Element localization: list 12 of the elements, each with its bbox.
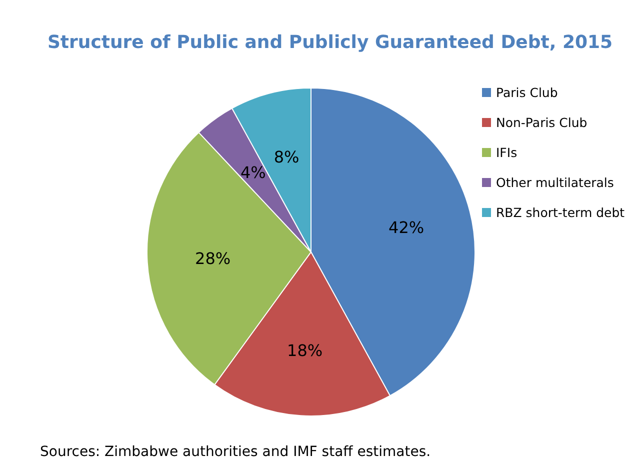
legend-label: IFIs <box>496 145 518 160</box>
legend-label: Other multilaterals <box>496 175 614 190</box>
legend-label: Non-Paris Club <box>496 115 588 130</box>
data-label: 4% <box>240 162 266 182</box>
data-label: 18% <box>287 340 323 360</box>
chart-title: Structure of Public and Publicly Guaranteed Debt, 2015 <box>47 32 613 53</box>
data-label: 42% <box>388 218 424 238</box>
legend-label: RBZ short-term debt <box>496 205 625 220</box>
source-note: Sources: Zimbabwe authorities and IMF staff estimates. <box>40 444 431 460</box>
data-label: 8% <box>274 147 300 166</box>
legend-label: Paris Club <box>496 85 558 100</box>
data-label: 28% <box>195 248 231 268</box>
